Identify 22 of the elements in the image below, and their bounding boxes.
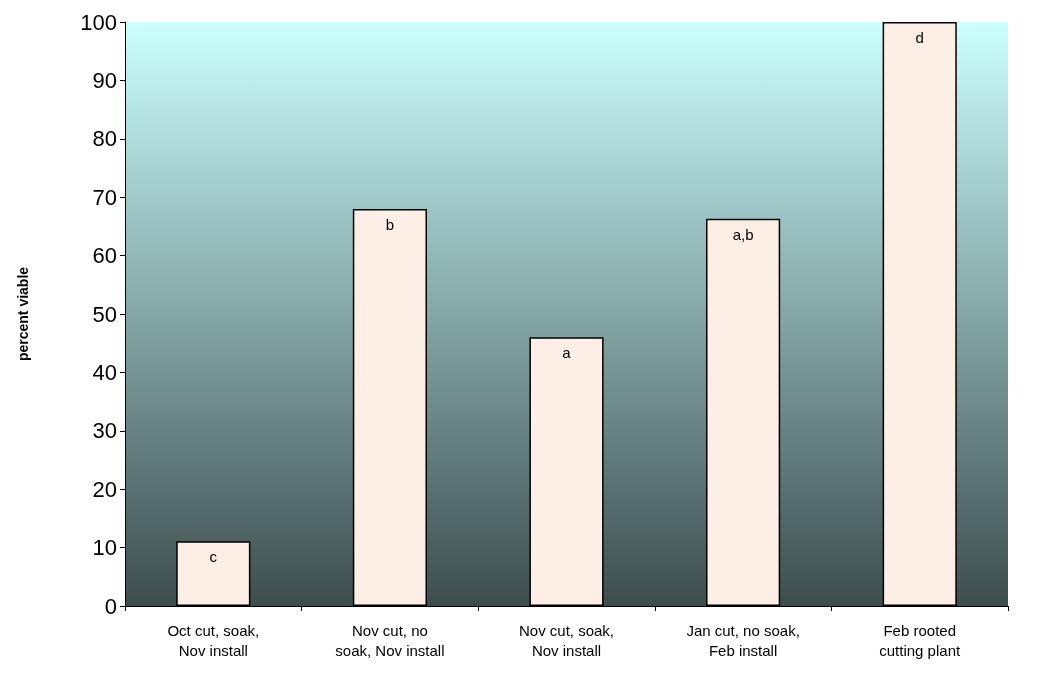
y-tick-label: 20 (92, 476, 117, 502)
x-tick-label: Jan cut, no soak, Feb install (686, 621, 800, 659)
annotation: a (562, 344, 572, 362)
y-tick-label: 40 (92, 359, 117, 385)
y-tick-label: 80 (92, 126, 117, 152)
annotation: a,b (732, 225, 754, 243)
y-tick-label: 30 (92, 418, 117, 444)
y-tick-label: 70 (92, 184, 117, 210)
y-tick-label: 50 (92, 301, 117, 327)
x-tick-label: Nov cut, no soak, Nov install (335, 621, 445, 659)
y-tick-label: 60 (92, 243, 117, 269)
annotation: d (915, 29, 924, 46)
y-axis-title: percent viable (15, 266, 31, 362)
x-tick-label: Feb rooted cutting plant (879, 621, 961, 659)
y-tick-label: 0 (104, 593, 117, 619)
x-tick-label: Nov cut, soak, Nov install (518, 621, 615, 659)
y-tick-label: 10 (92, 535, 117, 561)
y-tick-label: 100 (80, 9, 117, 35)
y-tick-label: 90 (92, 67, 117, 93)
x-tick-label: Oct cut, soak, Nov install (167, 621, 260, 659)
annotation: c (209, 548, 218, 566)
annotation: b (385, 215, 395, 233)
